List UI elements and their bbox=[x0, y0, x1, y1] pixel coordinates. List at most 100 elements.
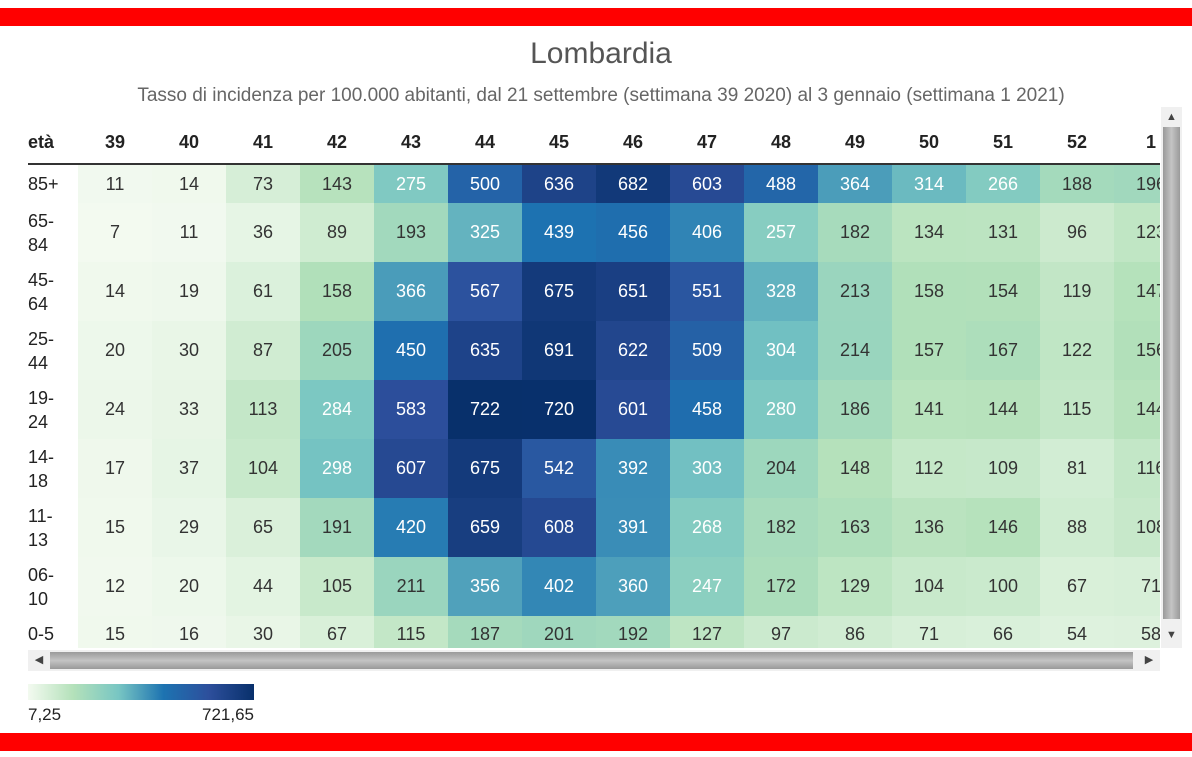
heatmap-cell: 636 bbox=[522, 165, 596, 203]
heatmap-cell: 659 bbox=[448, 498, 522, 557]
heatmap-cell: 100 bbox=[966, 557, 1040, 616]
heatmap-cell: 12 bbox=[78, 557, 152, 616]
heatmap-cell: 33 bbox=[152, 380, 226, 439]
heatmap-cell: 65 bbox=[226, 498, 300, 557]
heatmap-cell: 44 bbox=[226, 557, 300, 616]
legend-max-label: 721,65 bbox=[202, 705, 254, 724]
heatmap-cell: 509 bbox=[670, 321, 744, 380]
scroll-up-arrow-icon[interactable]: ▲ bbox=[1166, 111, 1177, 123]
column-header-week-51: 51 bbox=[992, 132, 1014, 152]
heatmap-cell: 14 bbox=[78, 262, 152, 321]
scroll-right-arrow-icon[interactable]: ▶ bbox=[1144, 654, 1154, 666]
row-label-age-45-64: 45- 64 bbox=[28, 269, 55, 314]
top-red-band bbox=[0, 8, 1192, 26]
chart-title: Lombardia bbox=[530, 37, 672, 70]
heatmap-cell: 268 bbox=[670, 498, 744, 557]
heatmap-cell: 16 bbox=[152, 616, 226, 648]
scroll-left-arrow-icon[interactable]: ◀ bbox=[34, 654, 44, 666]
heatmap-cell: 71 bbox=[892, 616, 966, 648]
heatmap-cell: 167 bbox=[966, 321, 1040, 380]
heatmap-cell: 691 bbox=[522, 321, 596, 380]
heatmap-cell: 119 bbox=[1040, 262, 1114, 321]
heatmap-table: età 39 40 41 42 43 44 45 46 47 48 49 50 51 52 1 85+ 11 1… bbox=[28, 107, 1160, 648]
heatmap-cell: 104 bbox=[226, 439, 300, 498]
column-header-week-45: 45 bbox=[548, 132, 570, 152]
heatmap-cell: 193 bbox=[374, 203, 448, 262]
heatmap-cell: 109 bbox=[966, 439, 1040, 498]
heatmap-cell: 720 bbox=[522, 380, 596, 439]
heatmap-cell: 601 bbox=[596, 380, 670, 439]
heatmap-cell: 67 bbox=[1040, 557, 1114, 616]
heatmap-cell: 456 bbox=[596, 203, 670, 262]
heatmap-cell: 115 bbox=[1040, 380, 1114, 439]
heatmap-cell: 314 bbox=[892, 165, 966, 203]
heatmap-cell: 20 bbox=[78, 321, 152, 380]
heatmap-cell: 266 bbox=[966, 165, 1040, 203]
scroll-down-arrow-icon[interactable]: ▼ bbox=[1166, 629, 1177, 641]
heatmap-cell: 247 bbox=[670, 557, 744, 616]
heatmap-cell: 366 bbox=[374, 262, 448, 321]
row-label-age-25-44: 25- 44 bbox=[28, 328, 55, 373]
vertical-scrollbar-thumb[interactable] bbox=[1163, 127, 1180, 619]
column-header-week-52: 52 bbox=[1066, 132, 1088, 152]
heatmap-cell: 71 bbox=[1114, 557, 1160, 616]
heatmap-cell: 141 bbox=[892, 380, 966, 439]
heatmap-cell: 87 bbox=[226, 321, 300, 380]
heatmap-cell: 406 bbox=[670, 203, 744, 262]
heatmap-cell: 129 bbox=[818, 557, 892, 616]
column-header-week-41: 41 bbox=[252, 132, 274, 152]
heatmap-cell: 30 bbox=[226, 616, 300, 648]
heatmap-cell: 61 bbox=[226, 262, 300, 321]
heatmap-cell: 186 bbox=[818, 380, 892, 439]
heatmap-cell: 675 bbox=[448, 439, 522, 498]
heatmap-cell: 11 bbox=[78, 165, 152, 203]
heatmap-cell: 66 bbox=[966, 616, 1040, 648]
heatmap-cell: 188 bbox=[1040, 165, 1114, 203]
heatmap-cell: 105 bbox=[300, 557, 374, 616]
heatmap-cell: 458 bbox=[670, 380, 744, 439]
heatmap-cell: 360 bbox=[596, 557, 670, 616]
heatmap-cell: 542 bbox=[522, 439, 596, 498]
column-header-week-46: 46 bbox=[622, 132, 644, 152]
heatmap-cell: 280 bbox=[744, 380, 818, 439]
heatmap-cell: 122 bbox=[1040, 321, 1114, 380]
horizontal-scrollbar-thumb[interactable] bbox=[50, 652, 1133, 669]
bottom-red-band bbox=[0, 733, 1192, 751]
heatmap-cell: 257 bbox=[744, 203, 818, 262]
column-header-week-42: 42 bbox=[326, 132, 348, 152]
heatmap-cell: 187 bbox=[448, 616, 522, 648]
heatmap-cell: 192 bbox=[596, 616, 670, 648]
heatmap-cell: 97 bbox=[744, 616, 818, 648]
heatmap-cell: 204 bbox=[744, 439, 818, 498]
heatmap-cell: 58 bbox=[1114, 616, 1160, 648]
heatmap-cell: 567 bbox=[448, 262, 522, 321]
heatmap-cell: 123 bbox=[1114, 203, 1160, 262]
legend-min-label: 7,25 bbox=[28, 705, 62, 724]
chart-subtitle: Tasso di incidenza per 100.000 abitanti,… bbox=[137, 85, 1065, 106]
heatmap-cell: 29 bbox=[152, 498, 226, 557]
heatmap-cell: 156 bbox=[1114, 321, 1160, 380]
heatmap-cell: 144 bbox=[966, 380, 1040, 439]
heatmap-cell: 651 bbox=[596, 262, 670, 321]
heatmap-cell: 325 bbox=[448, 203, 522, 262]
heatmap-cell: 488 bbox=[744, 165, 818, 203]
heatmap-cell: 675 bbox=[522, 262, 596, 321]
heatmap-cell: 298 bbox=[300, 439, 374, 498]
column-header-week-48: 48 bbox=[770, 132, 792, 152]
heatmap-cell: 603 bbox=[670, 165, 744, 203]
heatmap-cell: 157 bbox=[892, 321, 966, 380]
heatmap-cell: 191 bbox=[300, 498, 374, 557]
heatmap-cell: 24 bbox=[78, 380, 152, 439]
heatmap-cell: 81 bbox=[1040, 439, 1114, 498]
heatmap-cell: 402 bbox=[522, 557, 596, 616]
row-label-age-11-13: 11- 13 bbox=[28, 505, 53, 550]
heatmap-cell: 304 bbox=[744, 321, 818, 380]
column-header-week-40: 40 bbox=[178, 132, 200, 152]
heatmap-cell: 96 bbox=[1040, 203, 1114, 262]
heatmap-cell: 158 bbox=[892, 262, 966, 321]
row-header-label: età bbox=[28, 132, 55, 152]
heatmap-cell: 201 bbox=[522, 616, 596, 648]
color-scale-legend bbox=[28, 684, 254, 700]
heatmap-cell: 608 bbox=[522, 498, 596, 557]
heatmap-cell: 115 bbox=[374, 616, 448, 648]
